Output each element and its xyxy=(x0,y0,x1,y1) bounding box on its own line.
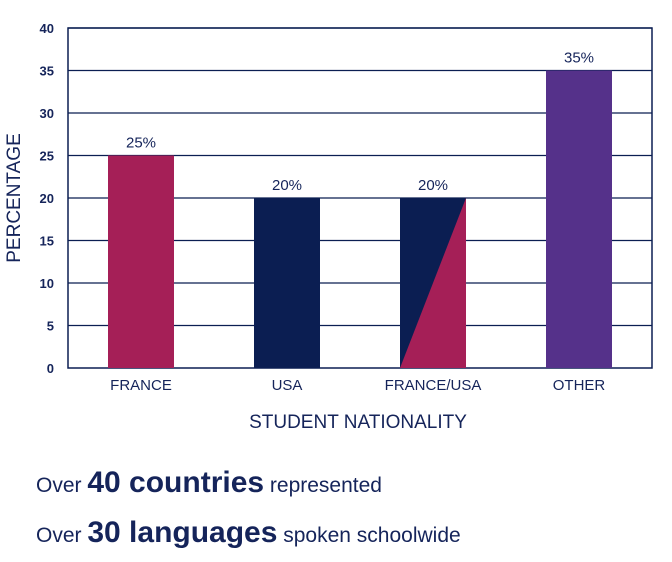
data-label: 25% xyxy=(126,135,156,152)
fact-countries-pre: Over xyxy=(36,474,88,497)
fact-languages-post: spoken schoolwide xyxy=(277,524,461,547)
y-tick-label: 40 xyxy=(40,21,54,36)
y-tick-label: 5 xyxy=(47,319,54,334)
y-axis-title: PERCENTAGE xyxy=(4,133,25,263)
fact-languages: Over 30 languages spoken schoolwide xyxy=(36,512,656,562)
y-tick-label: 15 xyxy=(40,234,54,249)
bar-chart: 0 5 10 15 20 25 30 35 40 25% FRANCE 20% USA 20% FRANCE… xyxy=(4,21,653,433)
x-axis-title: STUDENT NATIONALITY xyxy=(249,412,467,433)
data-label: 35% xyxy=(564,50,594,67)
x-category-label: OTHER xyxy=(553,377,606,394)
facts-block: Over 40 countries represented Over 30 la… xyxy=(36,462,656,562)
data-label: 20% xyxy=(272,177,302,194)
y-tick-label: 25 xyxy=(40,149,54,164)
y-tick-label: 35 xyxy=(40,64,54,79)
bar-france xyxy=(108,155,174,368)
y-tick-label: 30 xyxy=(40,106,54,121)
bar-usa xyxy=(254,198,320,368)
x-category-label: FRANCE xyxy=(110,377,172,394)
fact-languages-pre: Over xyxy=(36,524,88,547)
y-tick-label: 0 xyxy=(47,361,54,376)
fact-languages-bold: 30 languages xyxy=(87,516,278,549)
y-tick-label: 10 xyxy=(40,276,54,291)
bar-france-usa-overlay xyxy=(400,198,466,368)
fact-countries: Over 40 countries represented xyxy=(36,462,656,512)
fact-countries-bold: 40 countries xyxy=(87,466,265,499)
y-tick-label: 20 xyxy=(40,191,54,206)
bar-other xyxy=(546,70,612,368)
data-label: 20% xyxy=(418,177,448,194)
x-category-label: FRANCE/USA xyxy=(385,377,482,394)
fact-countries-post: represented xyxy=(264,474,382,497)
plot-frame xyxy=(67,27,653,369)
x-category-label: USA xyxy=(272,377,303,394)
